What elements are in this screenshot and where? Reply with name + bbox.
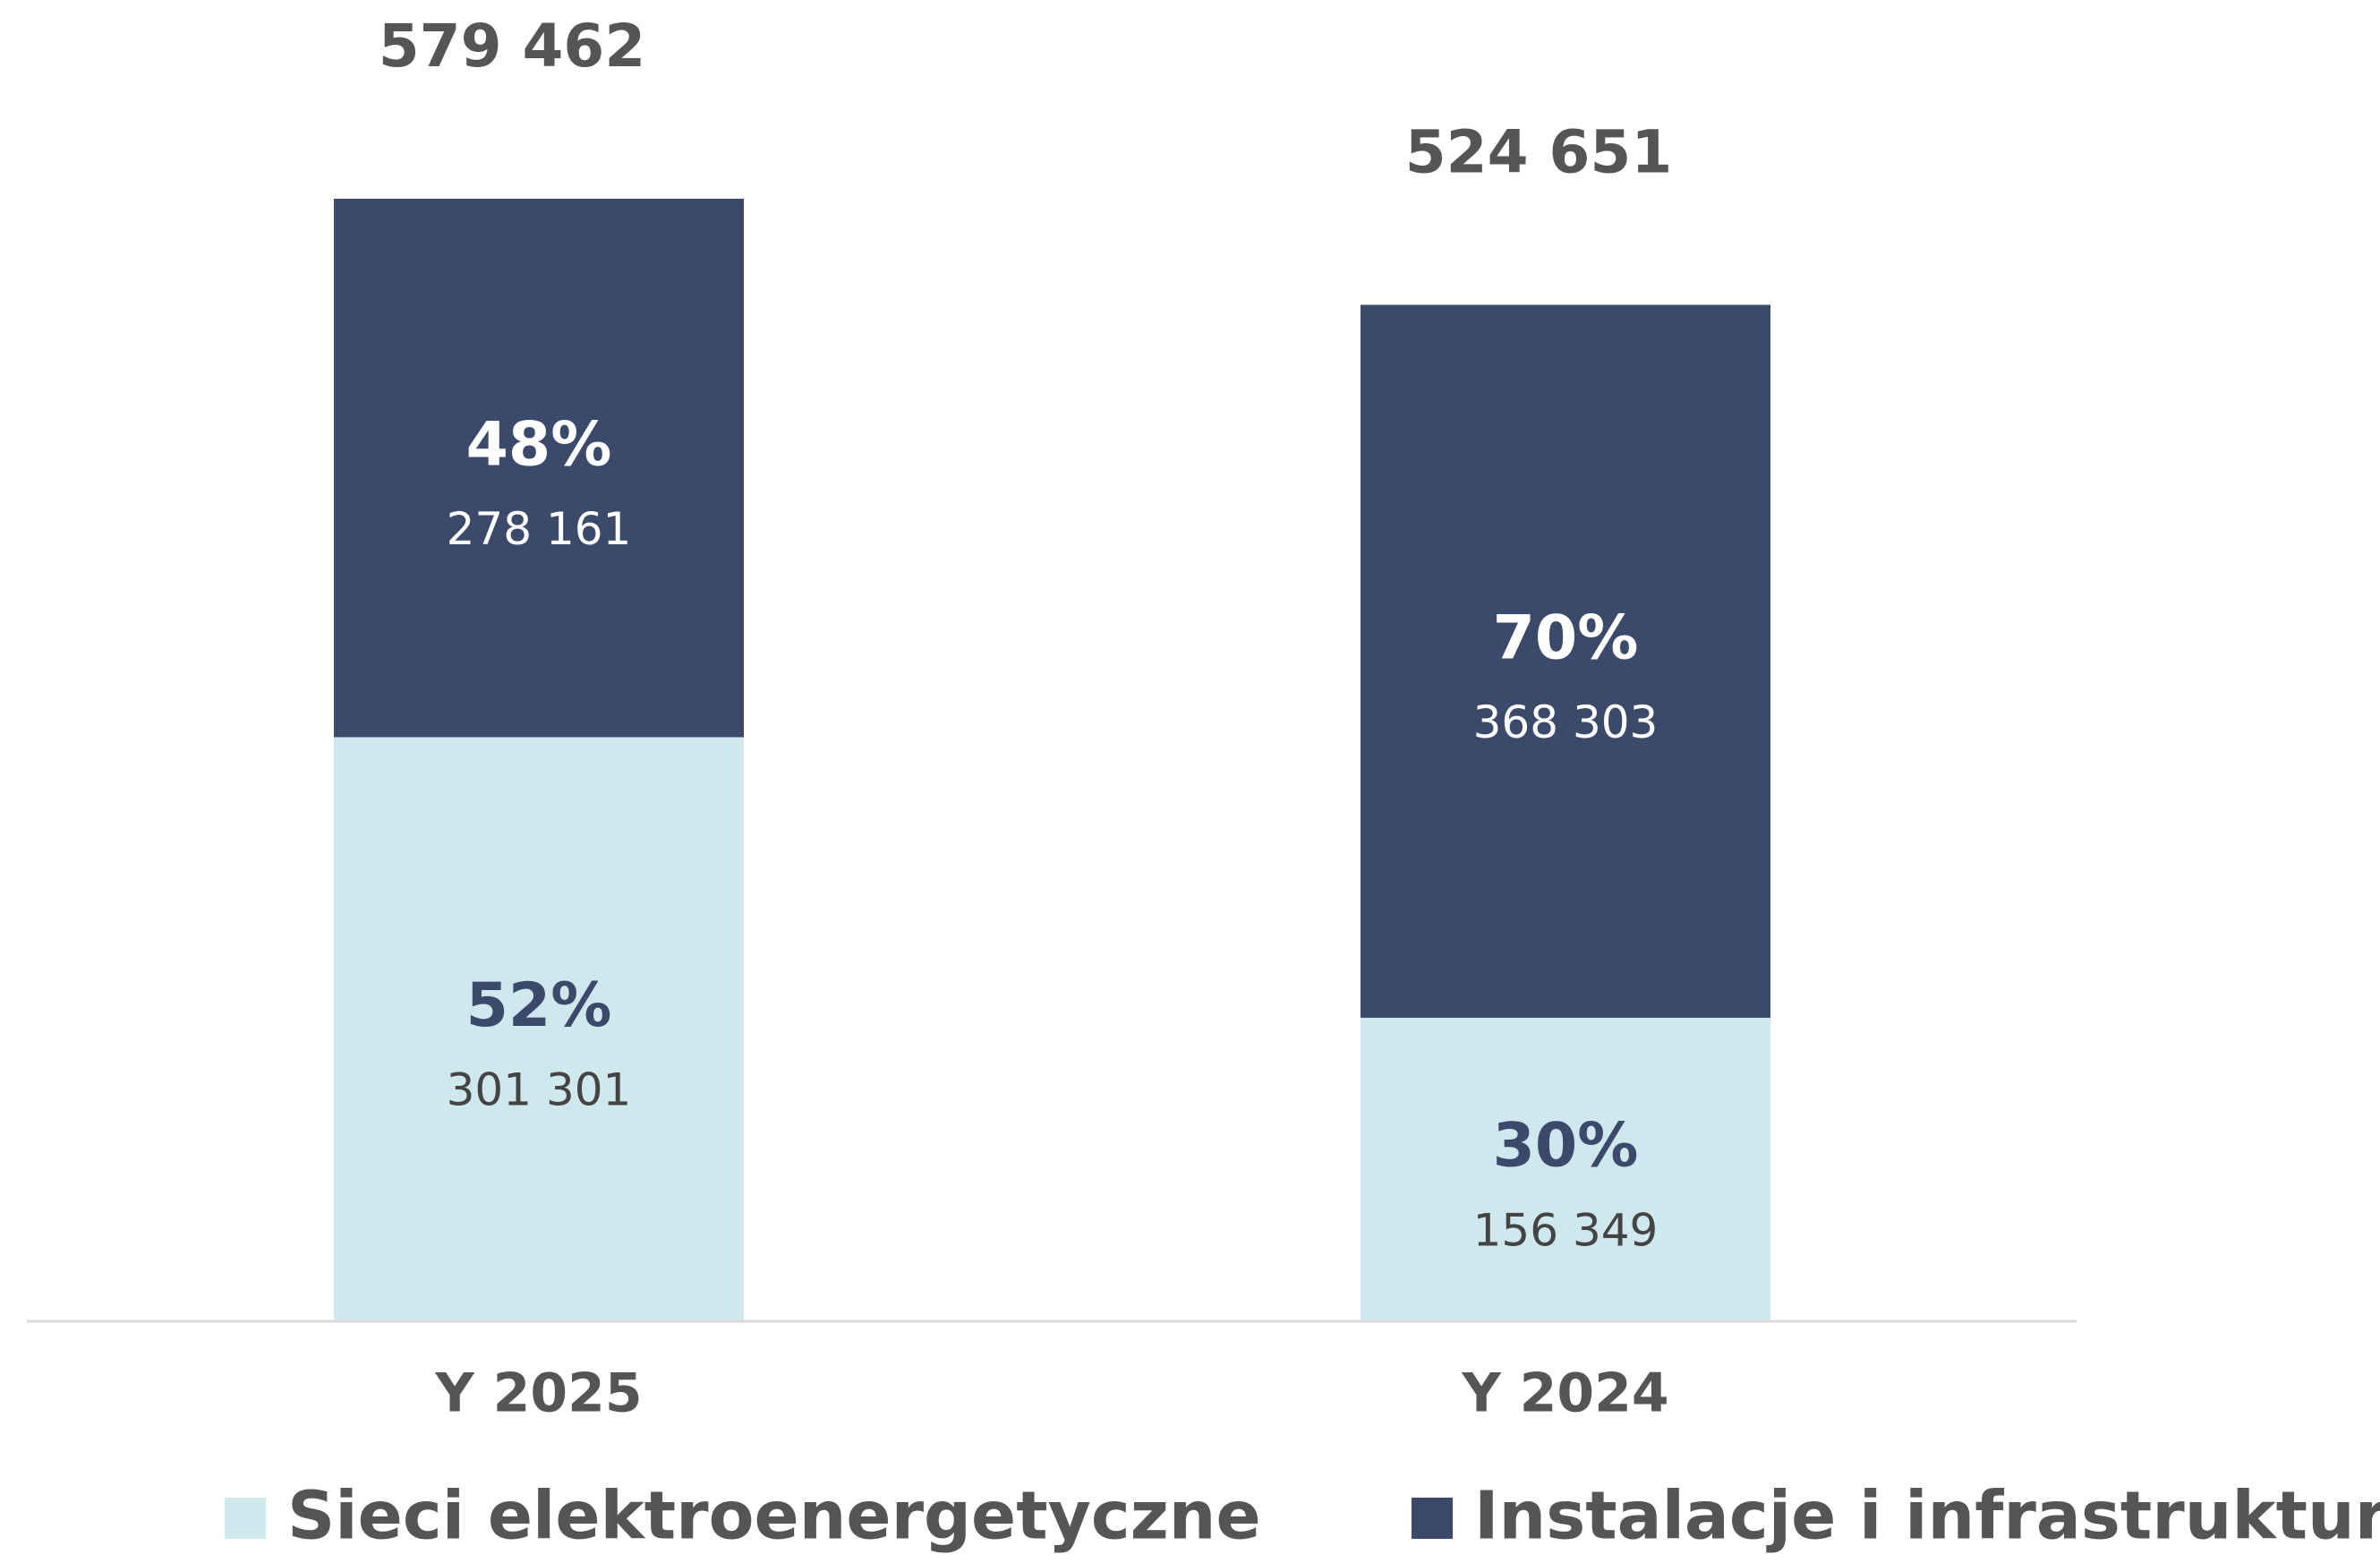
legend-label: Instalacje i infrastruktura: [1474, 1478, 2380, 1555]
bar-segment: [1361, 304, 1770, 1018]
x-tick-label: Y 2024: [1461, 1362, 1668, 1425]
share-label: 30%: [1493, 1111, 1639, 1182]
total-label: 579 462: [379, 12, 646, 81]
share-label: 70%: [1493, 602, 1639, 673]
value-label: 368 303: [1473, 696, 1659, 748]
total-label: 524 651: [1405, 118, 1673, 187]
share-label: 48%: [466, 409, 612, 480]
value-label: 301 301: [447, 1064, 632, 1116]
bar-segment: [334, 737, 744, 1320]
legend-label: Sieci elektroenergetyczne: [287, 1478, 1261, 1555]
value-label: 278 161: [447, 503, 632, 555]
share-label: 52%: [466, 970, 612, 1041]
x-tick-label: Y 2025: [434, 1362, 642, 1425]
value-label: 156 349: [1473, 1204, 1659, 1256]
legend-swatch: [1412, 1498, 1453, 1539]
bar-segment: [1361, 1017, 1770, 1320]
bar-segment: [334, 199, 744, 738]
legend-swatch: [225, 1498, 266, 1539]
